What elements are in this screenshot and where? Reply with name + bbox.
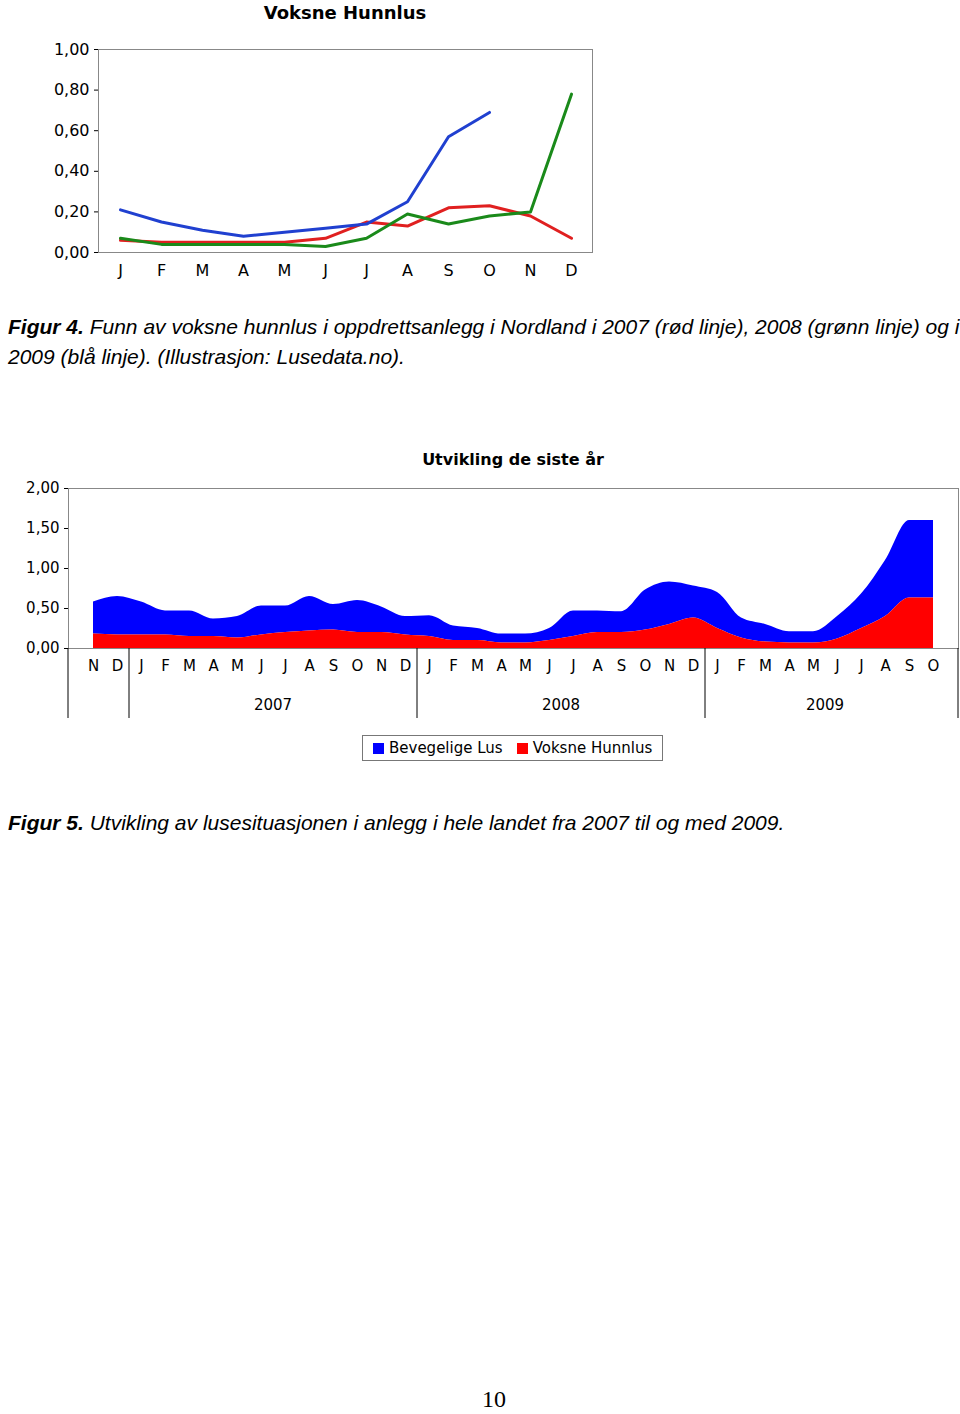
svg-text:F: F: [157, 261, 166, 280]
html-text:Voksne Hunnlus: Voksne Hunnlus: [532, 739, 653, 757]
svg-text:J: J: [282, 657, 287, 675]
svg-text:S: S: [617, 657, 627, 675]
svg-text:N: N: [664, 657, 675, 675]
svg-text:0,60: 0,60: [54, 121, 90, 140]
svg-text:N: N: [525, 261, 537, 280]
svg-text:0,50: 0,50: [26, 599, 59, 617]
svg-text:D: D: [565, 261, 577, 280]
svg-text:A: A: [402, 261, 413, 280]
svg-text:O: O: [483, 261, 496, 280]
svg-text:J: J: [363, 261, 369, 280]
svg-text:J: J: [714, 657, 719, 675]
svg-text:O: O: [640, 657, 652, 675]
html-text:Voksne Hunnlus: Voksne Hunnlus: [263, 2, 427, 23]
svg-text:A: A: [496, 657, 507, 675]
svg-text:D: D: [688, 657, 700, 675]
svg-text:0,40: 0,40: [54, 161, 90, 180]
svg-text:A: A: [784, 657, 795, 675]
svg-text:O: O: [928, 657, 940, 675]
svg-text:J: J: [834, 657, 839, 675]
svg-text:J: J: [258, 657, 263, 675]
svg-text:D: D: [400, 657, 412, 675]
svg-text:M: M: [196, 261, 210, 280]
svg-text:J: J: [858, 657, 863, 675]
svg-text:F: F: [449, 657, 458, 675]
html-text:10: 10: [482, 1386, 506, 1412]
svg-text:M: M: [519, 657, 532, 675]
svg-text:O: O: [352, 657, 364, 675]
svg-text:1,00: 1,00: [54, 40, 90, 59]
html-text:Utvikling de siste år: Utvikling de siste år: [422, 450, 604, 469]
svg-text:J: J: [117, 261, 123, 280]
svg-text:J: J: [138, 657, 143, 675]
svg-text:M: M: [278, 261, 292, 280]
svg-text:1,00: 1,00: [26, 559, 59, 577]
svg-text:N: N: [88, 657, 99, 675]
svg-text:0,00: 0,00: [54, 243, 90, 262]
svg-text:M: M: [471, 657, 484, 675]
svg-text:S: S: [443, 261, 453, 280]
svg-text:J: J: [322, 261, 328, 280]
svg-text:M: M: [231, 657, 244, 675]
svg-text:M: M: [807, 657, 820, 675]
svg-text:F: F: [161, 657, 170, 675]
html-text:Figur 4. Funn av voksne hunnlu: Figur 4. Funn av voksne hunnlus i oppdre…: [8, 315, 960, 368]
svg-text:0,80: 0,80: [54, 80, 90, 99]
svg-text:2007: 2007: [254, 696, 292, 714]
svg-text:A: A: [592, 657, 603, 675]
svg-text:2,00: 2,00: [26, 479, 59, 497]
html-text:Figur 5. Utvikling av lusesitu: Figur 5. Utvikling av lusesituasjonen i …: [8, 811, 785, 834]
svg-text:N: N: [376, 657, 387, 675]
html-text:Bevegelige Lus: Bevegelige Lus: [389, 739, 503, 757]
svg-text:M: M: [183, 657, 196, 675]
svg-text:J: J: [570, 657, 575, 675]
svg-text:2008: 2008: [542, 696, 580, 714]
svg-text:0,00: 0,00: [26, 639, 59, 657]
svg-text:A: A: [304, 657, 315, 675]
svg-text:J: J: [426, 657, 431, 675]
svg-text:A: A: [238, 261, 249, 280]
svg-text:M: M: [759, 657, 772, 675]
svg-text:S: S: [905, 657, 915, 675]
svg-text:A: A: [880, 657, 891, 675]
svg-text:F: F: [737, 657, 746, 675]
svg-text:0,20: 0,20: [54, 202, 90, 221]
svg-text:1,50: 1,50: [26, 519, 59, 537]
svg-text:S: S: [329, 657, 339, 675]
svg-text:A: A: [208, 657, 219, 675]
svg-text:D: D: [112, 657, 124, 675]
svg-text:2009: 2009: [806, 696, 844, 714]
svg-text:J: J: [546, 657, 551, 675]
